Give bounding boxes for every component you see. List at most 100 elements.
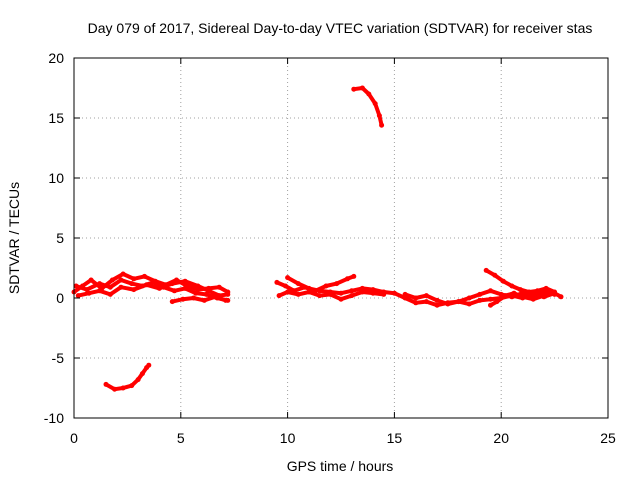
data-point: [541, 293, 547, 299]
series-segment-4: [170, 294, 228, 304]
data-point: [129, 383, 135, 389]
data-point: [73, 283, 79, 289]
data-point: [182, 278, 188, 284]
y-tick-label: 20: [48, 50, 64, 66]
data-point: [530, 296, 536, 302]
grid: [74, 58, 608, 418]
x-tick-label: 20: [493, 430, 509, 446]
data-point: [379, 122, 385, 128]
y-axis-label: SDTVAR / TECUs: [6, 182, 22, 294]
data-point: [169, 281, 175, 287]
data-point: [276, 293, 282, 299]
data-point: [118, 284, 124, 290]
data-point: [526, 289, 532, 295]
data-point: [488, 296, 493, 302]
data-point: [216, 284, 222, 290]
data-point: [295, 291, 301, 297]
data-point: [402, 291, 408, 297]
data-point: [112, 386, 118, 392]
data-point: [349, 288, 355, 294]
data-point: [203, 291, 209, 297]
data-point: [150, 279, 156, 285]
y-tick-label: 5: [56, 230, 64, 246]
data-point: [212, 294, 218, 300]
data-point: [139, 371, 145, 377]
data-point: [84, 287, 90, 293]
y-tick-label: 0: [56, 290, 64, 306]
x-tick-label: 10: [280, 430, 296, 446]
data-point: [370, 287, 376, 293]
data-point: [306, 289, 312, 295]
y-tick-label: 15: [48, 110, 64, 126]
data-point: [193, 290, 199, 296]
data-point: [492, 272, 498, 278]
data-point: [494, 299, 500, 305]
data-point: [423, 293, 429, 299]
chart-title: Day 079 of 2017, Sidereal Day-to-day VTE…: [88, 20, 593, 36]
data-point: [381, 289, 387, 295]
data-point: [477, 297, 483, 303]
x-axis-label: GPS time / hours: [287, 458, 394, 474]
data-point: [391, 290, 397, 296]
data-point: [195, 283, 201, 289]
data-point: [223, 297, 229, 303]
data-point: [509, 283, 515, 289]
data-point: [520, 294, 526, 300]
data-point: [144, 282, 150, 288]
data-point: [434, 297, 440, 303]
data-point: [109, 277, 115, 283]
data-point: [535, 288, 540, 294]
data-point: [135, 377, 141, 383]
data-point: [511, 290, 517, 296]
data-point: [180, 296, 186, 302]
data-point: [97, 288, 103, 294]
data-point: [503, 293, 508, 299]
data-point: [434, 302, 440, 308]
data-point: [456, 299, 461, 305]
y-tick-label: -5: [52, 350, 65, 366]
data-point: [171, 288, 177, 294]
data-point: [477, 291, 483, 297]
data-point: [129, 281, 135, 287]
data-point: [344, 276, 350, 282]
data-point: [317, 293, 323, 299]
data-point: [466, 295, 472, 301]
data-point: [413, 295, 419, 301]
data-point: [285, 275, 291, 281]
data-point: [86, 290, 92, 296]
x-tick-label: 0: [70, 430, 78, 446]
data-point: [169, 299, 175, 305]
data-point: [349, 293, 355, 299]
data-point: [131, 276, 137, 282]
data-point: [295, 281, 301, 287]
data-point: [488, 288, 493, 294]
data-point: [359, 85, 365, 91]
data-point: [107, 291, 113, 297]
data-point: [327, 289, 333, 295]
data-point: [103, 381, 109, 387]
data-point: [225, 291, 231, 297]
x-tick-label: 15: [387, 430, 403, 446]
data-point: [323, 283, 329, 289]
series-segment-5: [104, 363, 151, 392]
data-point: [146, 362, 152, 368]
data-point: [131, 287, 137, 293]
data-point: [370, 290, 376, 296]
data-point: [156, 285, 162, 291]
data-point: [372, 101, 378, 107]
data-point: [182, 285, 188, 291]
x-tick-label: 25: [600, 430, 616, 446]
data-point: [483, 267, 489, 273]
data-point: [488, 302, 493, 308]
data-point: [351, 86, 357, 92]
data-point: [423, 299, 429, 305]
data-point: [283, 283, 288, 289]
data-point: [558, 294, 564, 300]
data-point: [543, 285, 549, 291]
data-point: [306, 285, 312, 291]
data-point: [120, 385, 126, 391]
data-point: [338, 296, 344, 302]
data-point: [206, 288, 212, 294]
data-point: [274, 279, 280, 285]
